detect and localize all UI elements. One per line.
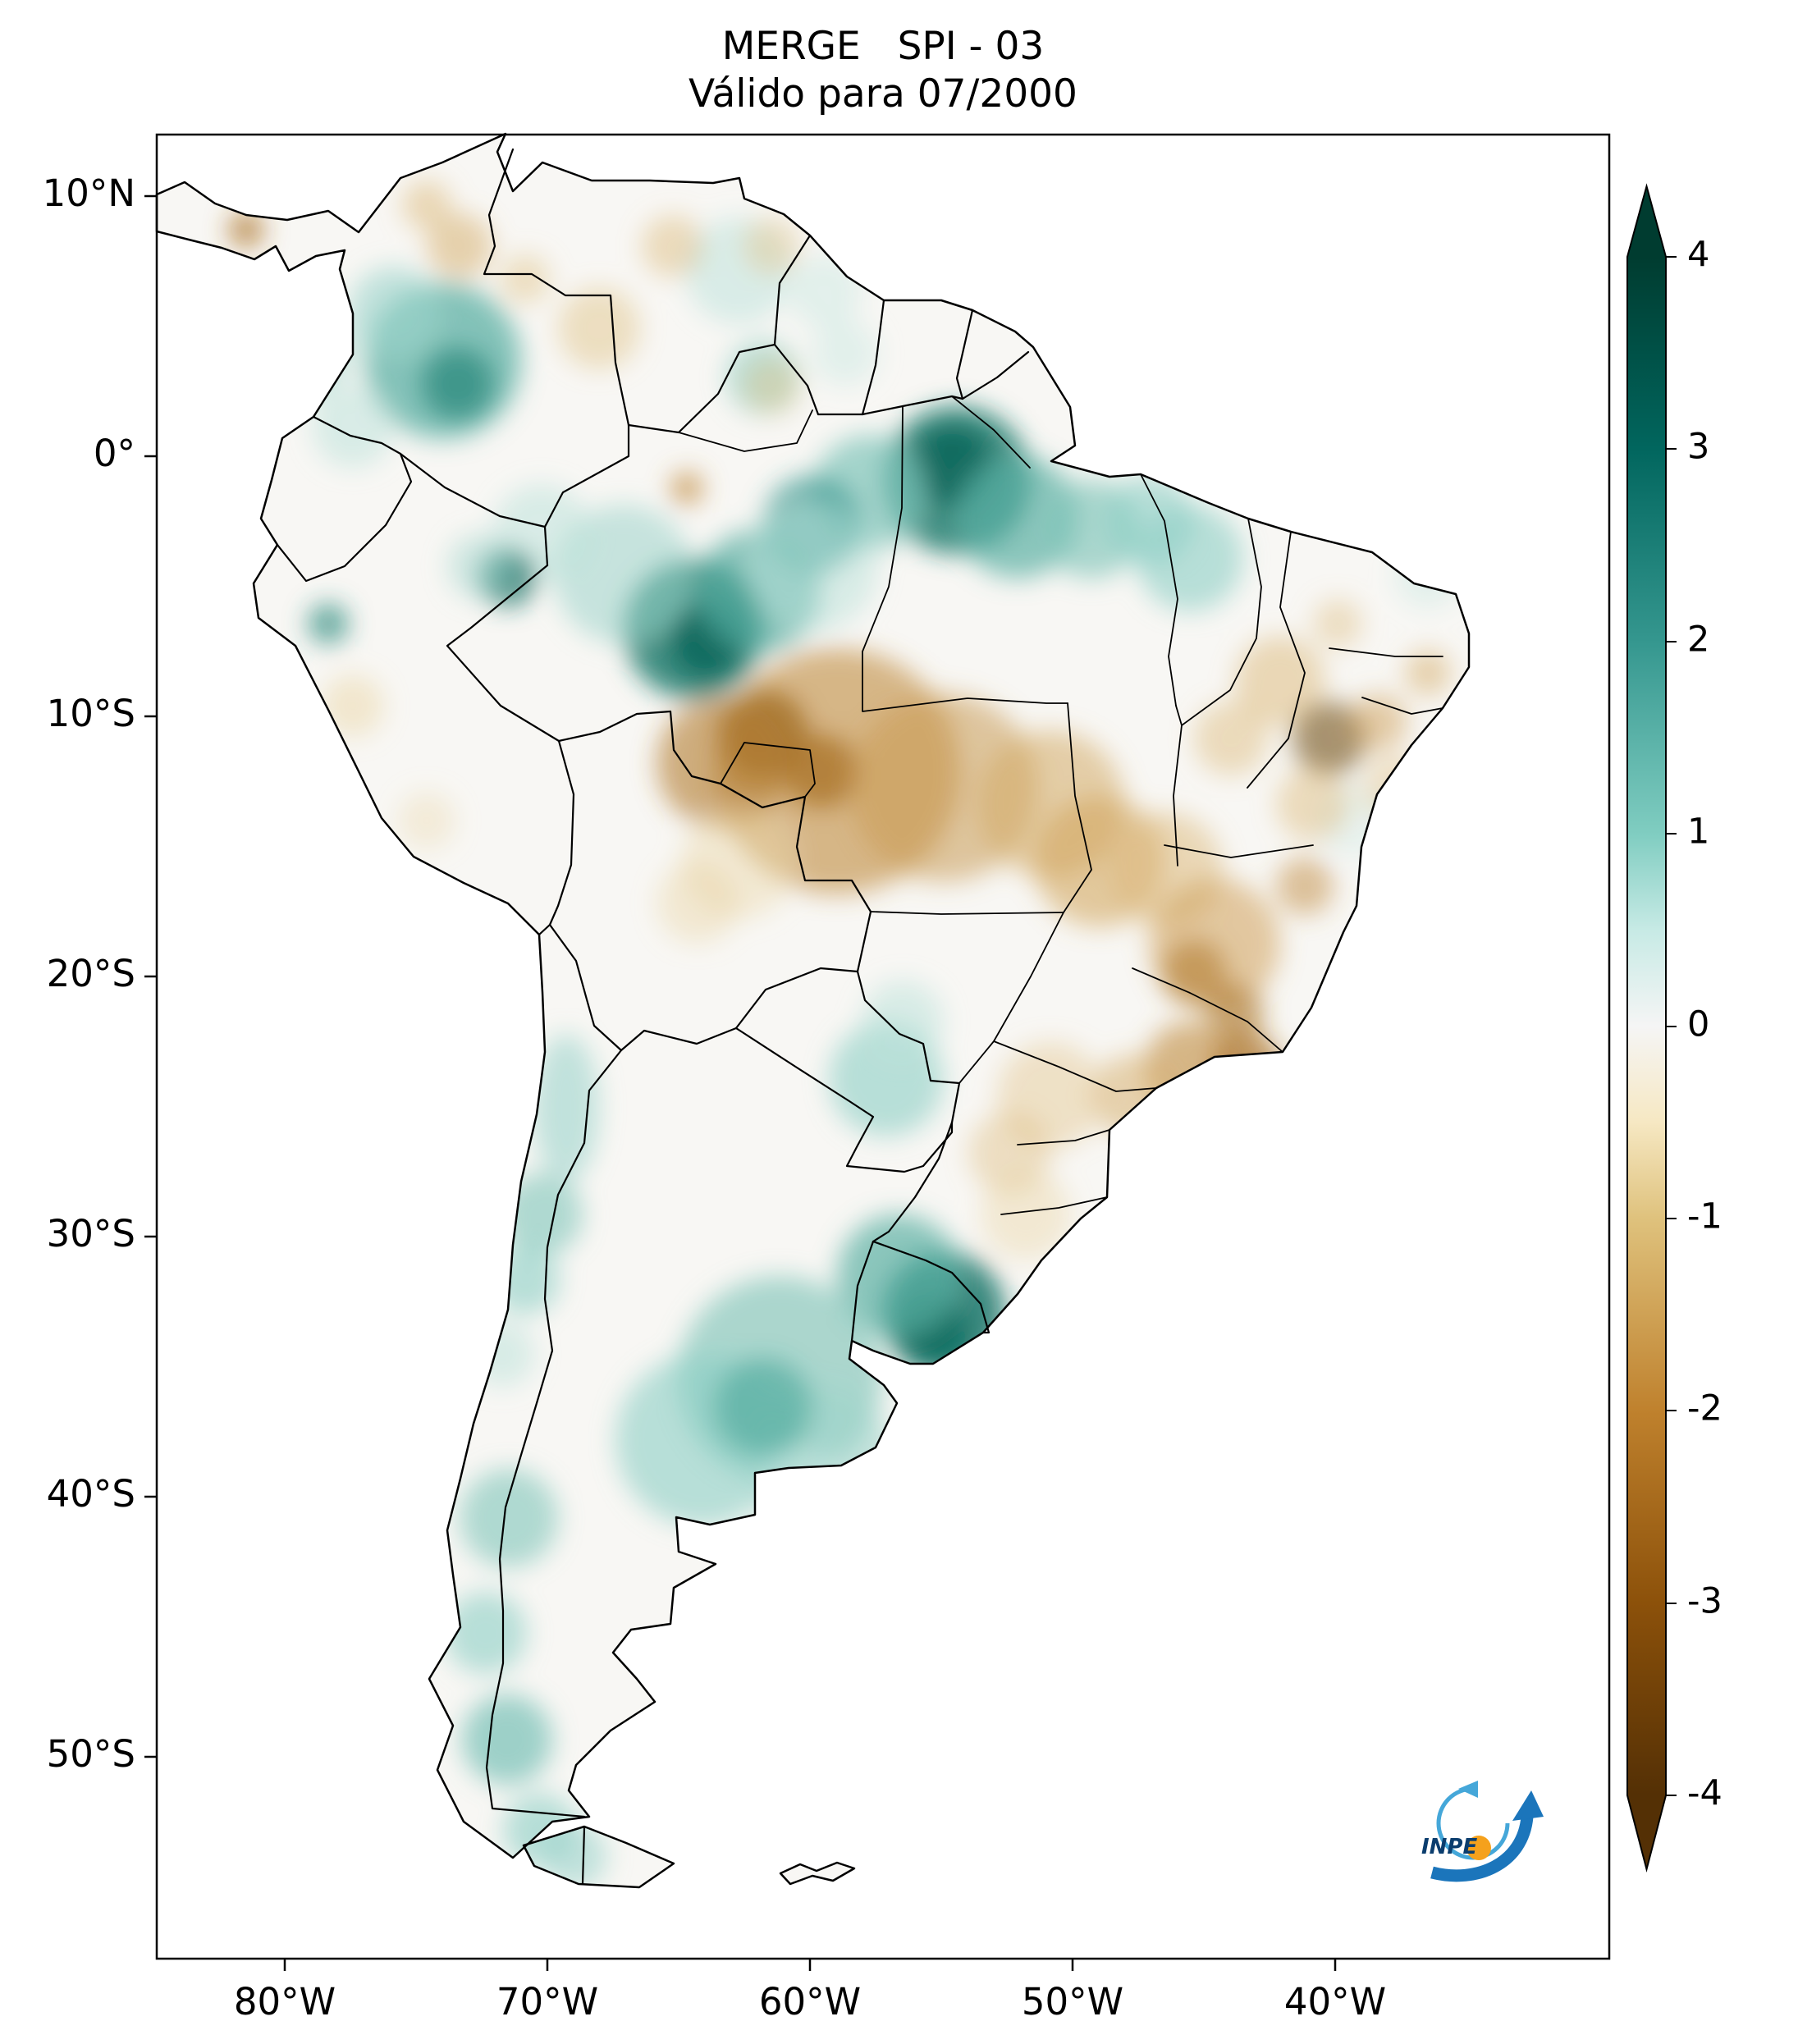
lat-tick-label: 30°S (47, 1212, 135, 1255)
colorbar-tick-label: 0 (1687, 1004, 1709, 1045)
colorbar-tick-label: 4 (1687, 235, 1709, 276)
lat-tick-label: 0° (94, 432, 135, 475)
colorbar-tick-label: -4 (1687, 1773, 1723, 1814)
colorbar-tick-label: 3 (1687, 427, 1709, 468)
colorbar-tick-label: -3 (1687, 1581, 1723, 1622)
lon-tick-label: 80°W (234, 1980, 336, 2023)
country-borders (276, 148, 1030, 1885)
inpe-logo: INPE (1421, 1781, 1544, 1882)
inpe-logo-text: INPE (1421, 1835, 1477, 1859)
lat-tick-label: 20°S (47, 952, 135, 995)
lon-axis-labels: 80°W 70°W 60°W 50°W 40°W (234, 1980, 1386, 2023)
inpe-logo-swirl-arrowhead-icon (1458, 1781, 1478, 1798)
colorbar-ticks (1666, 256, 1677, 1796)
lat-tick-label: 10°S (47, 692, 135, 735)
colorbar-labels: 4 3 2 1 0 -1 -2 -3 -4 (1687, 235, 1723, 1814)
lat-axis-labels: 10°N 0° 10°S 20°S 30°S 40°S 50°S (43, 171, 135, 1776)
lon-tick-label: 50°W (1022, 1980, 1123, 2023)
lat-tick-label: 10°N (43, 171, 135, 215)
axis-ticks (144, 194, 1337, 1971)
lon-tick-label: 40°W (1284, 1980, 1386, 2023)
spi-field (228, 181, 1461, 1887)
colorbar-tick-label: 2 (1687, 620, 1709, 661)
lon-tick-label: 70°W (496, 1980, 598, 2023)
inpe-logo-orange-ball-icon (1466, 1836, 1491, 1860)
colorbar-tick-label: 1 (1687, 812, 1709, 853)
lat-tick-label: 40°S (47, 1472, 135, 1516)
inpe-logo-arrowhead-icon (1512, 1790, 1544, 1821)
lat-tick-label: 50°S (47, 1732, 135, 1776)
lon-tick-label: 60°W (759, 1980, 861, 2023)
figure-title-line2: Válido para 07/2000 (689, 71, 1077, 117)
map-frame (155, 133, 1611, 1960)
colorbar-tick-label: -1 (1687, 1196, 1723, 1237)
state-borders (678, 396, 1443, 1215)
colorbar-gradient-bar (1626, 183, 1667, 1873)
colorbar: 4 3 2 1 0 -1 -2 -3 -4 (1626, 183, 1723, 1873)
figure-title-line1: MERGE SPI - 03 (722, 24, 1045, 69)
colorbar-tick-label: -2 (1687, 1388, 1723, 1429)
inpe-logo-swirl-icon (1436, 1786, 1510, 1860)
inpe-logo-arrow-icon (1430, 1816, 1534, 1882)
